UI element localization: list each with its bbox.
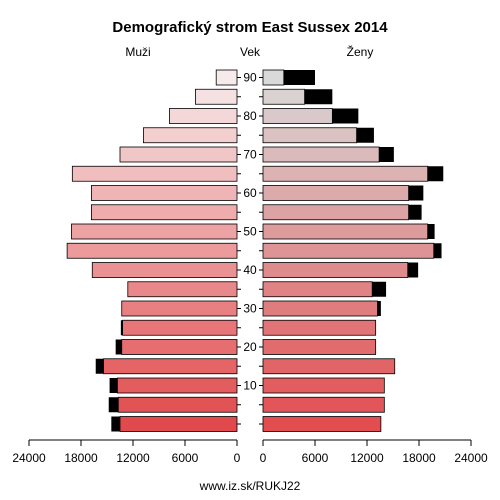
male-bar-15-19 [103,358,238,375]
female-bar-90+ [262,69,285,86]
male-bar-40-44 [91,262,238,278]
age-tick-label: 30 [243,302,257,316]
female-bar-65-69 [262,165,429,182]
female-bar-40-44 [262,262,409,278]
female-bar-0-4 [262,416,382,432]
male-bar-30-34 [121,300,238,317]
female-bar-30-34 [262,300,378,317]
male-bar-20-24 [121,339,238,355]
male-bar-50-54 [71,223,238,240]
male-bar-90+ [215,69,238,86]
male-bar-75-79 [142,127,238,144]
male-bar-5-9 [117,396,238,413]
female-extra-bar-30-34 [377,301,381,316]
female-bar-60-64 [262,185,410,201]
age-tick-label: 60 [243,186,257,200]
male-bar-80-84 [168,108,238,124]
male-extra-bar-25-29 [120,320,123,336]
male-extra-bar-20-24 [115,339,122,355]
male-header: Muži [125,45,150,59]
male-bar-70-74 [119,146,238,163]
female-extra-bar-60-64 [408,185,424,201]
male-bar-25-29 [122,319,238,336]
female-extra-bar-75-79 [356,127,374,143]
right-x-tick-label: 24000 [454,451,488,465]
female-extra-bar-85-89 [304,89,333,105]
right-x-tick-label: 18000 [402,451,436,465]
age-tick-label: 80 [243,109,257,123]
right-x-tick-label: 0 [260,451,267,465]
age-tick-label: 10 [243,379,257,393]
left-x-tick-label: 0 [234,451,241,465]
male-extra-bar-5-9 [108,397,119,413]
female-bar-75-79 [262,127,357,144]
male-bar-35-39 [127,281,238,298]
female-bar-35-39 [262,281,373,298]
female-bar-20-24 [262,339,377,355]
female-extra-bar-35-39 [372,281,387,297]
male-bar-10-14 [117,377,238,394]
male-extra-bar-0-4 [111,416,120,432]
female-extra-bar-50-54 [427,224,435,239]
x-axis: 24000 18000 12000 6000 0 0 6000 12000 18000 24000 [12,440,488,465]
age-tick-label: 50 [243,225,257,239]
footer-source: www.iz.sk/RUKJ22 [199,479,301,493]
female-extra-bar-45-49 [433,243,442,259]
female-extra-bar-80-84 [332,108,359,124]
age-axis: 10 20 30 40 50 60 70 80 90 [237,71,263,425]
female-bar-45-49 [262,242,435,259]
age-tick-label: 20 [243,340,257,354]
left-x-tick-label: 6000 [172,451,199,465]
female-bar-55-59 [262,204,410,221]
female-bar-70-74 [262,146,380,163]
female-header: Ženy [347,44,374,59]
male-bar-0-4 [119,416,238,432]
female-extra-bar-70-74 [379,147,394,162]
right-x-tick-label: 12000 [350,451,384,465]
left-x-tick-label: 24000 [12,451,46,465]
male-bar-65-69 [71,165,238,182]
female-extra-bar-90+ [283,70,315,85]
age-tick-label: 70 [243,148,257,162]
male-extra-bar-15-19 [95,358,104,374]
age-tick-label: 90 [243,71,257,85]
female-extra-bar-40-44 [407,262,419,278]
female-bar-5-9 [262,396,385,413]
bars-layer [66,69,444,432]
age-tick-label: 40 [243,263,257,277]
female-extra-bar-65-69 [427,166,444,182]
male-bar-60-64 [91,185,238,201]
right-x-tick-label: 6000 [302,451,329,465]
chart-title: Demografický strom East Sussex 2014 [112,19,388,36]
male-bar-85-89 [194,88,238,105]
female-extra-bar-55-59 [408,204,422,220]
left-x-tick-label: 18000 [64,451,98,465]
female-bar-10-14 [262,377,385,394]
age-header: Vek [240,45,261,59]
female-bar-15-19 [262,358,396,375]
female-bar-50-54 [262,223,429,240]
female-bar-80-84 [262,108,333,124]
female-bar-85-89 [262,88,305,105]
male-bar-55-59 [91,204,238,221]
female-bar-25-29 [262,319,377,336]
male-extra-bar-10-14 [109,378,118,393]
left-x-tick-label: 12000 [116,451,150,465]
male-bar-45-49 [66,242,238,259]
